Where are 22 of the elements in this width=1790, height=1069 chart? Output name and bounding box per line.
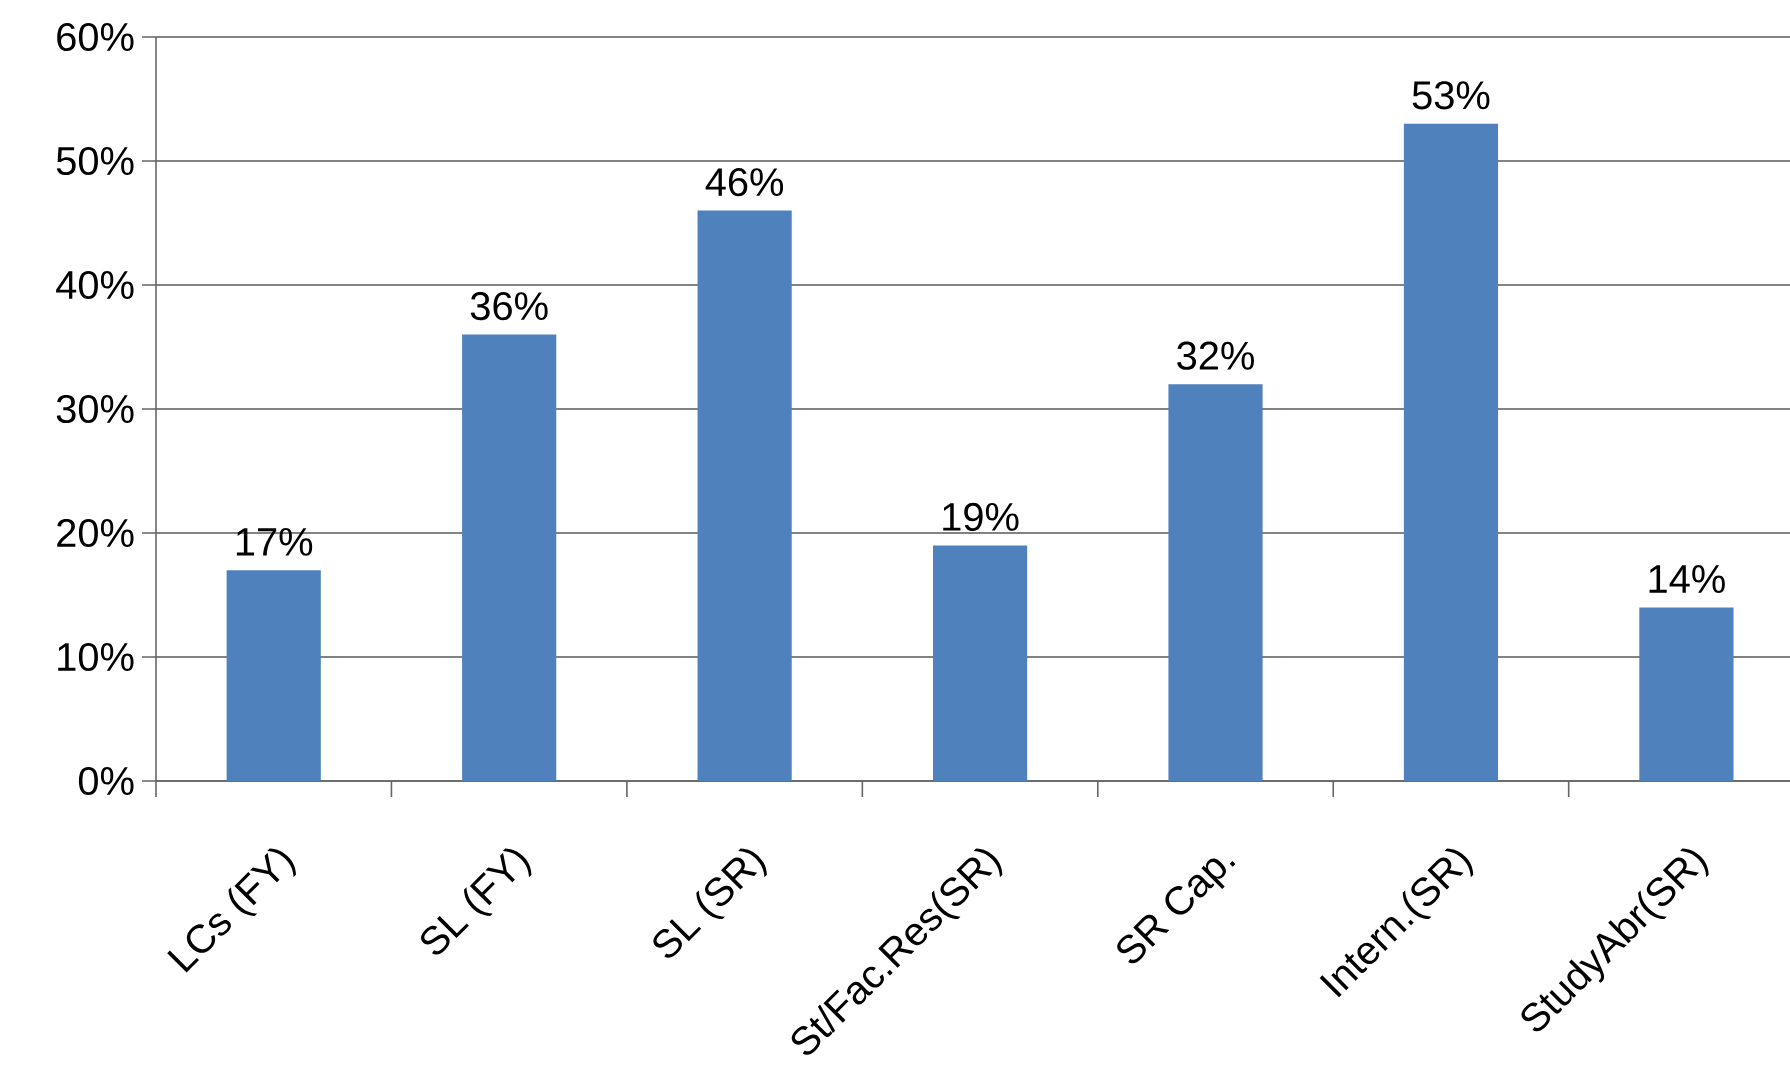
bar xyxy=(1168,384,1263,781)
y-tick-label: 40% xyxy=(56,270,134,300)
y-tick-label: 50% xyxy=(56,146,134,176)
data-label: 32% xyxy=(1177,341,1254,370)
data-label: 19% xyxy=(943,502,1019,531)
data-label: 46% xyxy=(705,168,784,197)
y-tick-label: 20% xyxy=(57,518,134,548)
bar xyxy=(1639,607,1734,781)
data-label: 17% xyxy=(236,527,313,556)
y-tick-label: 60% xyxy=(57,22,134,52)
bar xyxy=(697,210,792,781)
data-label: 36% xyxy=(470,292,548,321)
bar xyxy=(1403,123,1499,781)
bar xyxy=(462,334,557,781)
data-label: 14% xyxy=(1649,565,1725,593)
bar xyxy=(226,570,321,781)
y-tick-label: 30% xyxy=(56,394,134,424)
y-tick-label: 10% xyxy=(58,642,134,672)
x-tick-label: SR Cap. xyxy=(1117,858,1236,964)
bar xyxy=(932,545,1028,781)
y-tick-label: 0% xyxy=(78,766,134,796)
data-label: 53% xyxy=(1412,81,1490,110)
